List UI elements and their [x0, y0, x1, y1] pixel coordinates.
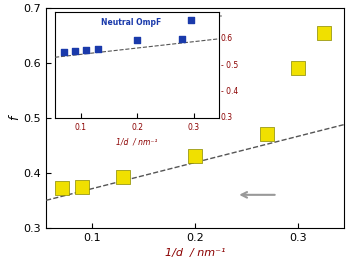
Point [192, 154, 198, 159]
Point [264, 132, 270, 137]
Point [321, 31, 327, 35]
Y-axis label: f: f [8, 116, 21, 120]
Point [120, 174, 126, 179]
Point [79, 184, 85, 189]
Point [295, 66, 301, 71]
X-axis label: 1/d  / nm⁻¹: 1/d / nm⁻¹ [165, 248, 225, 258]
Point [59, 186, 64, 190]
